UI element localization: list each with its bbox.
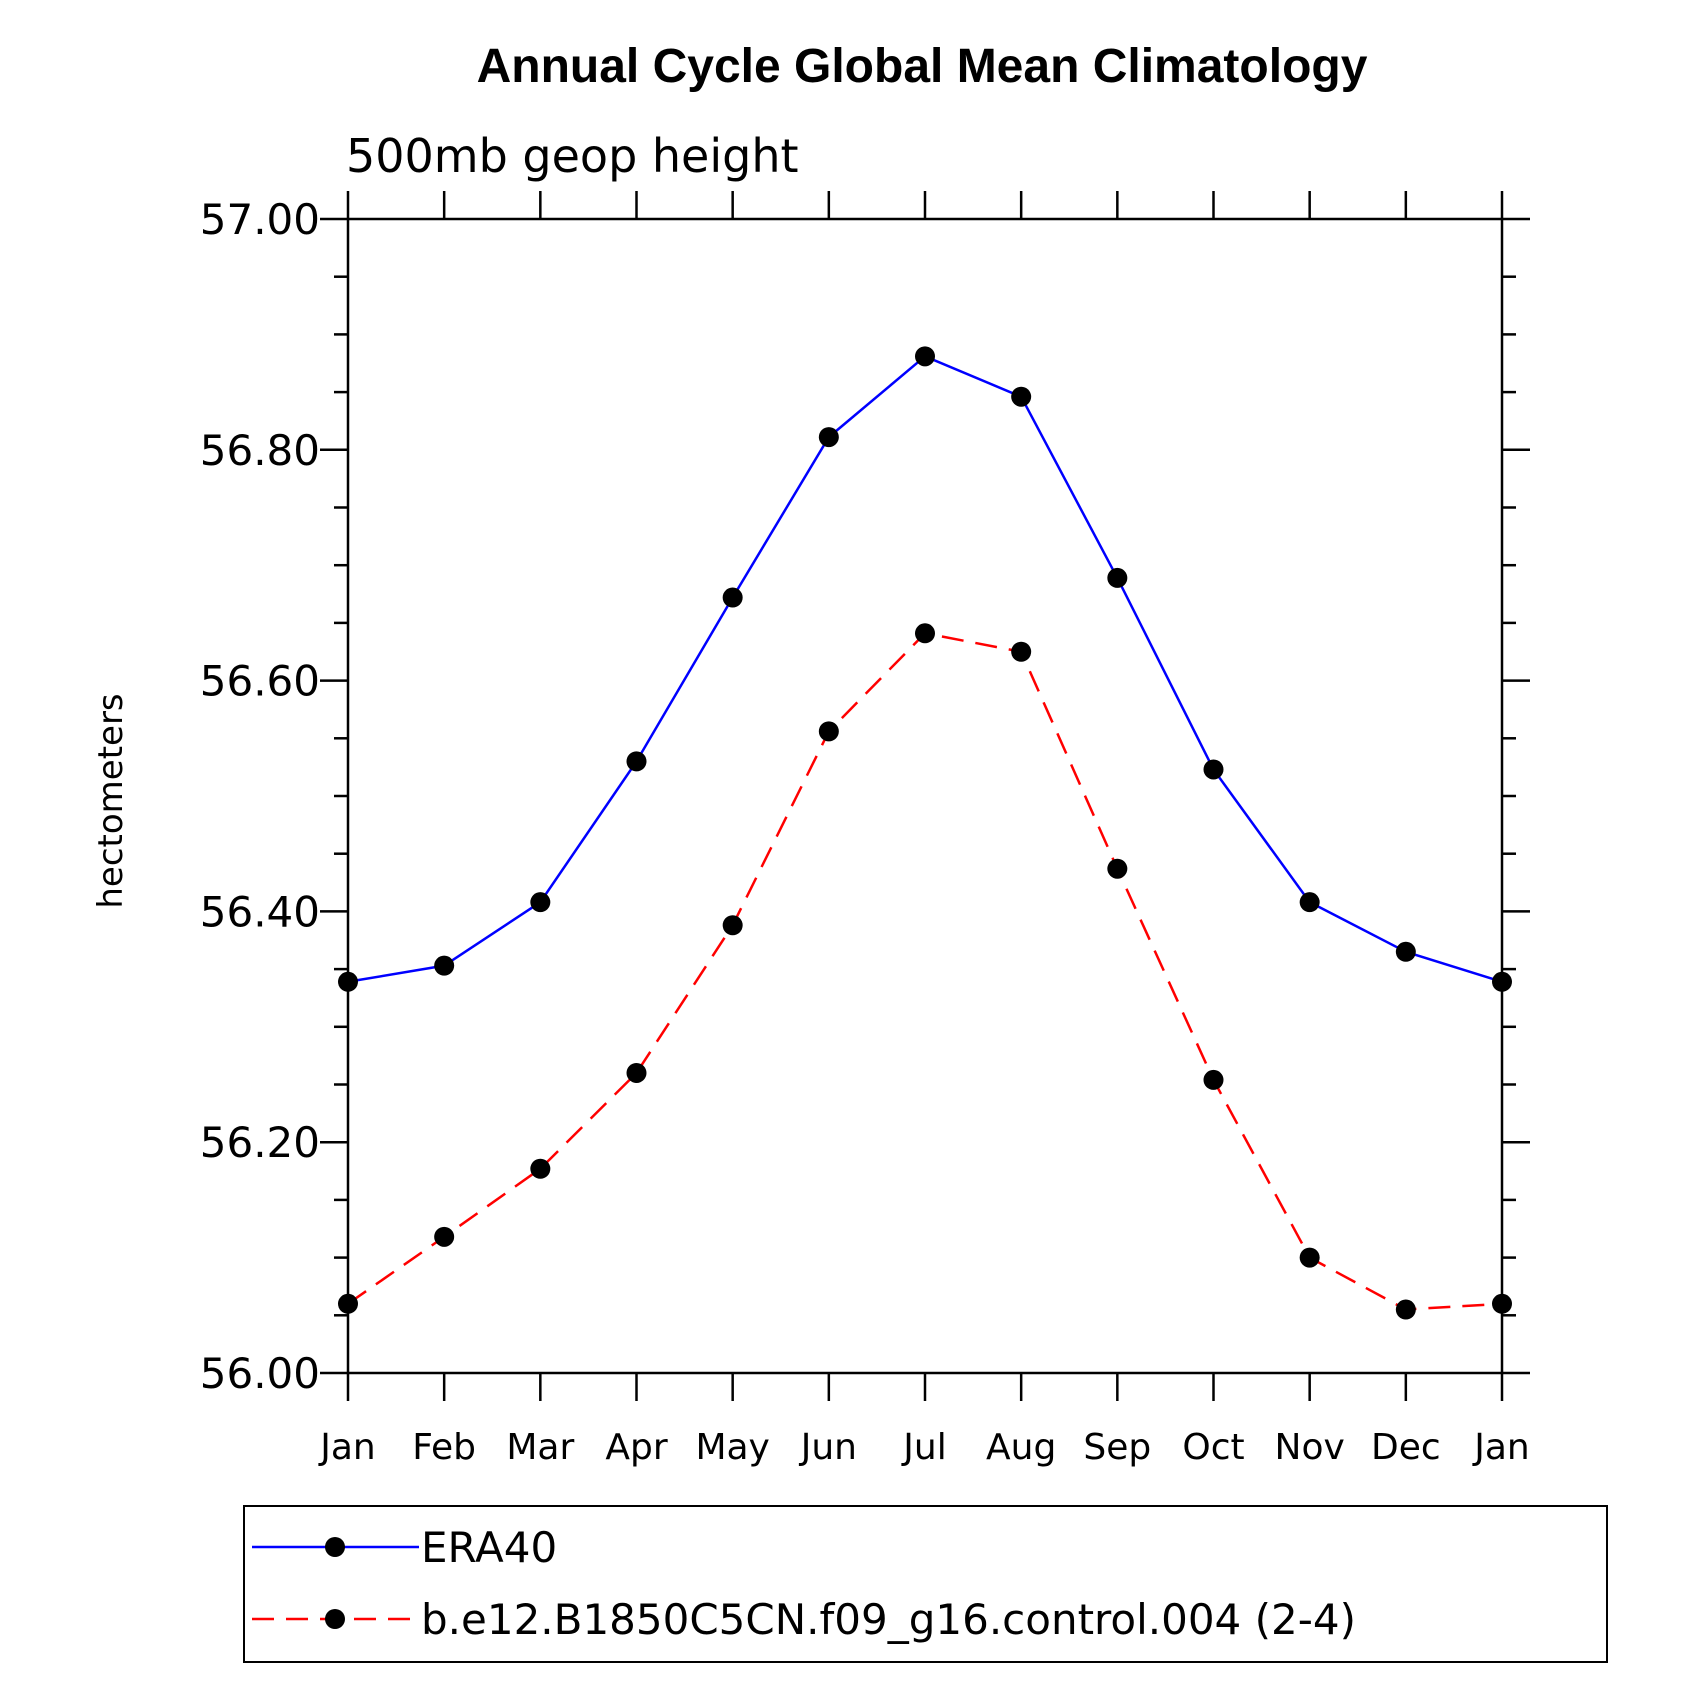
data-point	[434, 1226, 455, 1247]
data-point	[1011, 386, 1032, 407]
data-point	[1299, 892, 1320, 913]
data-point	[1011, 641, 1032, 662]
y-tick-label: 57.00	[200, 195, 320, 244]
data-point	[338, 1293, 358, 1314]
x-tick-label: Feb	[412, 1427, 476, 1468]
legend-items: ERA40 b.e12.B1850C5CN.f09_g16.control.004…	[252, 1523, 1356, 1644]
data-point	[434, 955, 455, 976]
x-tick-label: Oct	[1182, 1427, 1244, 1468]
data-point	[722, 915, 743, 936]
x-tick-label: Jan	[318, 1427, 376, 1468]
data-point	[530, 1158, 551, 1179]
y-tick-label: 56.20	[200, 1118, 320, 1167]
x-tick-label: Mar	[506, 1427, 574, 1468]
data-point	[1492, 1293, 1512, 1314]
data-point	[915, 346, 935, 367]
x-tick-label: Aug	[986, 1427, 1056, 1468]
chart-subtitle: 500mb geop height	[346, 129, 799, 183]
x-tick-label: Jul	[901, 1427, 946, 1468]
data-point	[1395, 1299, 1416, 1320]
data-point	[626, 751, 647, 772]
x-tick-label: Sep	[1083, 1427, 1151, 1468]
data-point	[722, 587, 743, 608]
series-line-1	[347, 631, 1503, 1311]
x-tick-label: Nov	[1275, 1427, 1345, 1468]
x-tick-label: Jun	[799, 1427, 857, 1468]
x-tick-label: Apr	[605, 1427, 667, 1468]
y-axis-label: hectometers	[91, 693, 131, 908]
legend-label-1: b.e12.B1850C5CN.f09_g16.control.004 (2-4…	[421, 1595, 1356, 1644]
data-point	[1203, 1069, 1224, 1090]
series-layer	[338, 346, 1512, 1320]
legend: ERA40 b.e12.B1850C5CN.f09_g16.control.004…	[243, 1505, 1608, 1663]
data-point	[1203, 759, 1224, 780]
data-point	[1107, 567, 1128, 588]
data-point	[1395, 941, 1416, 962]
y-tick-label: 56.40	[200, 887, 320, 936]
y-tick-label: 56.80	[200, 426, 320, 475]
y-tick-label: 56.00	[200, 1349, 320, 1398]
series-line-0	[347, 354, 1503, 984]
legend-marker	[325, 1537, 345, 1557]
data-point	[1492, 971, 1512, 992]
data-point	[1107, 858, 1128, 879]
x-tick-label: Dec	[1371, 1427, 1441, 1468]
y-tick-label: 56.60	[200, 657, 320, 706]
data-point	[1299, 1247, 1320, 1268]
data-point	[818, 721, 839, 742]
plot-frame	[346, 217, 1504, 1375]
legend-label-0: ERA40	[421, 1523, 557, 1572]
x-tick-label: May	[695, 1427, 769, 1468]
data-point	[530, 892, 551, 913]
data-point	[338, 971, 358, 992]
axis-ticks: Jan Feb Mar Apr May Jun Jul Aug Sep Oct Nov Dec Jan 5…	[200, 191, 1530, 1468]
x-tick-label: Jan	[1472, 1427, 1530, 1468]
chart-title: Annual Cycle Global Mean Climatology	[477, 40, 1368, 93]
data-point	[818, 427, 839, 448]
data-point	[915, 623, 935, 644]
legend-marker	[325, 1609, 345, 1629]
data-point	[626, 1062, 647, 1083]
legend-box	[243, 1505, 1608, 1663]
